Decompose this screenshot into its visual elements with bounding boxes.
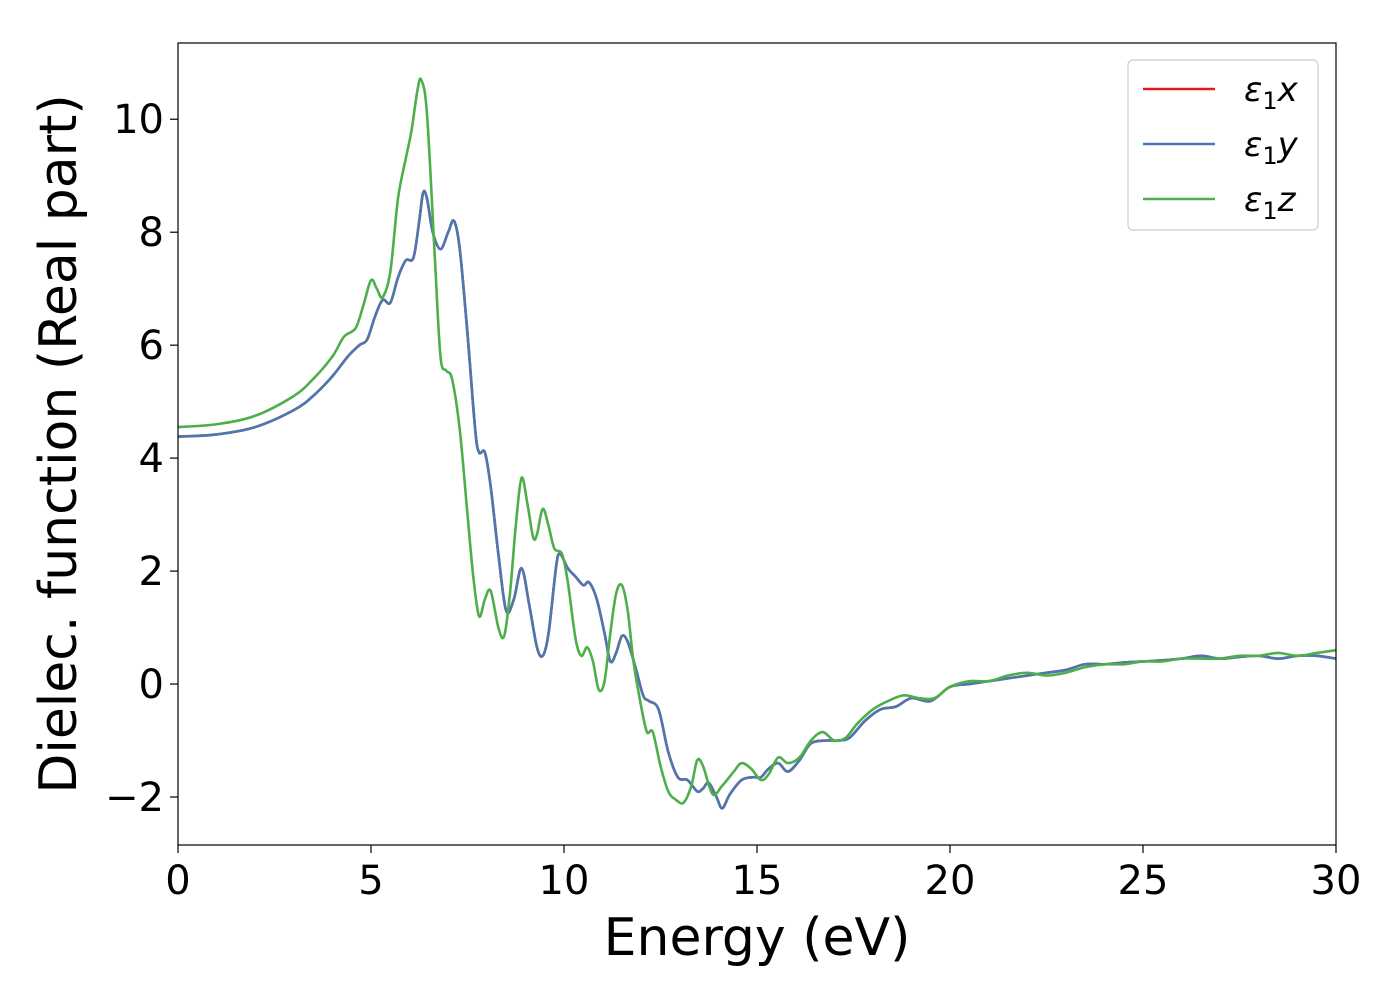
x-axis: 0 5 10 15 20 25 30 [165,845,1361,904]
legend-box [1127,59,1319,231]
y-tick-label: 2 [139,549,164,595]
x-tick-label: 5 [358,858,383,904]
legend-label-y: ε1y [1244,125,1299,170]
series-line-y [178,189,1336,810]
series-line-x [178,189,1336,810]
y-axis: −2 0 2 4 6 8 10 [105,97,178,821]
x-axis-label: Energy (eV) [604,908,911,968]
legend: ε1x ε1y ε1z [1127,59,1319,231]
series-line-z [178,77,1336,805]
legend-label-z: ε1z [1244,180,1297,225]
y-tick-label: 0 [139,662,164,708]
x-tick-label: 20 [925,858,976,904]
y-tick-label: 4 [139,436,164,482]
x-tick-label: 30 [1311,858,1362,904]
series-layer [178,77,1336,810]
x-tick-label: 25 [1118,858,1169,904]
x-tick-label: 0 [165,858,190,904]
x-tick-label: 15 [732,858,783,904]
y-tick-label: 10 [113,97,164,143]
x-tick-label: 10 [539,858,590,904]
y-axis-label: Dielec. function (Real part) [29,94,89,793]
y-tick-label: 6 [139,323,164,369]
legend-label-x: ε1x [1244,70,1299,115]
y-tick-label: −2 [105,775,164,821]
y-tick-label: 8 [139,210,164,256]
